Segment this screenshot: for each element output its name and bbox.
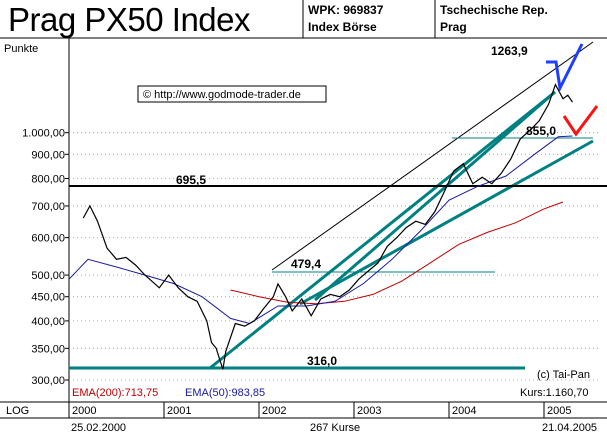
level-label-316: 316,0 <box>307 354 337 368</box>
y-gridlines <box>69 132 600 381</box>
chart-title: Prag PX50 Index <box>8 1 251 38</box>
ema200-series-line <box>230 201 564 305</box>
y-tick-label: 900,00 <box>31 149 65 161</box>
y-tick-label: 1.000,00 <box>22 128 65 140</box>
x-tick-label: 2002 <box>262 405 286 417</box>
level-label-855: 855,0 <box>526 124 556 138</box>
level-lines <box>69 137 607 370</box>
trendline-main <box>209 90 556 370</box>
x-tick-label: 2001 <box>167 405 191 417</box>
country-label: Tschechische Rep. <box>440 3 548 17</box>
y-axis: 300,00 350,00 400,00 450,00 500,00 600,00 700,… <box>22 128 69 387</box>
bars-count: 267 Kurse <box>310 422 360 434</box>
y-tick-label: 350,00 <box>31 343 65 355</box>
level-label-695: 695,5 <box>176 173 206 187</box>
credit-text: (c) Tai-Pan <box>537 369 590 381</box>
channel-upper-line <box>271 41 594 271</box>
y-tick-label: 400,00 <box>31 316 65 328</box>
trendline-middle <box>314 90 556 302</box>
ema200-legend: EMA(200):713,75 <box>72 387 158 399</box>
y-tick-label: 700,00 <box>31 201 65 213</box>
watermark-text: © http://www.godmode-trader.de <box>143 89 301 101</box>
y-tick-label: 500,00 <box>31 270 65 282</box>
level-label-479: 479,4 <box>291 257 321 271</box>
exchange-label: Index Börse <box>308 20 377 34</box>
ema50-legend: EMA(50):983,85 <box>185 387 265 399</box>
end-date: 21.04.2005 <box>542 422 597 434</box>
y-tick-label: 800,00 <box>31 174 65 186</box>
red-forecast-mark <box>562 105 599 137</box>
ema50-series-line <box>68 135 573 325</box>
level-label-peak: 1263,9 <box>491 44 528 58</box>
x-tick-label: 2000 <box>72 405 96 417</box>
chart-frame <box>0 0 607 419</box>
y-tick-label: 600,00 <box>31 233 65 245</box>
forecast-marks <box>546 43 599 137</box>
scale-label: LOG <box>6 405 29 417</box>
x-axis: 2000 2001 2002 2003 2004 2005 <box>72 402 571 418</box>
x-tick-label: 2005 <box>547 405 571 417</box>
x-tick-label: 2003 <box>357 405 381 417</box>
y-axis-label: Punkte <box>4 43 38 55</box>
y-tick-label: 450,00 <box>31 292 65 304</box>
watermark-box <box>137 85 327 103</box>
x-tick-label: 2004 <box>452 405 476 417</box>
wpk-label: WPK: 969837 <box>308 3 384 17</box>
y-tick-label: 300,00 <box>31 375 65 387</box>
start-date: 25.02.2000 <box>71 422 126 434</box>
city-label: Prag <box>440 20 467 34</box>
blue-forecast-mark <box>546 43 584 93</box>
trendline-lower <box>299 139 594 306</box>
price-series-line <box>82 83 573 370</box>
last-price-text: Kurs:1.160,70 <box>520 387 589 399</box>
